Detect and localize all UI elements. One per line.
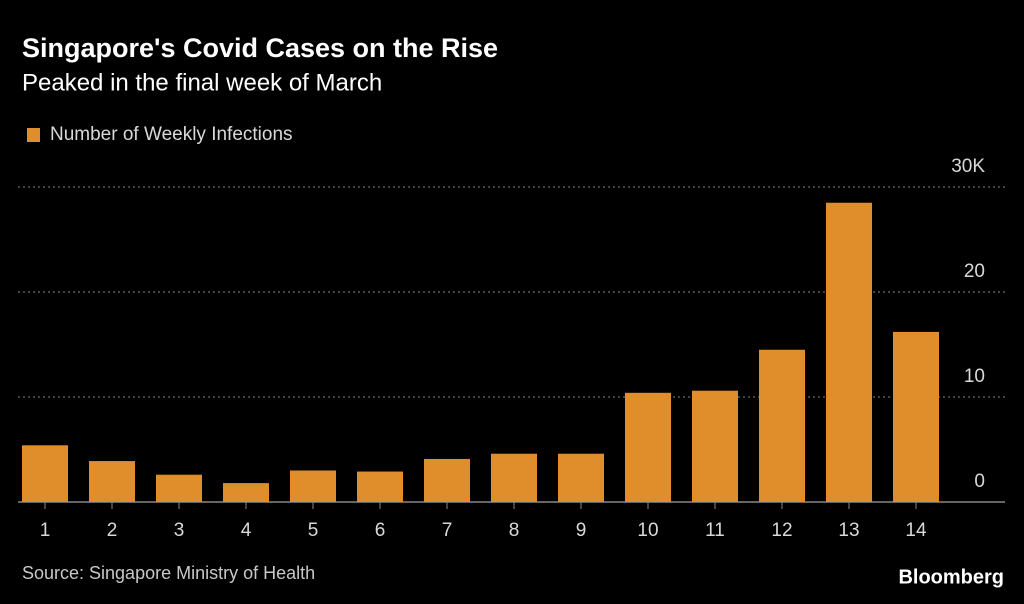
x-tick-label: 9 xyxy=(576,520,587,541)
bar xyxy=(424,458,470,502)
legend-label: Number of Weekly Infections xyxy=(50,124,293,145)
x-tick-label: 2 xyxy=(107,520,118,541)
x-tick-label: 6 xyxy=(375,520,386,541)
source: Source: Singapore Ministry of Health xyxy=(22,563,315,583)
x-tick-label: 3 xyxy=(174,520,185,541)
x-tick-label: 4 xyxy=(241,520,252,541)
y-tick-label: 30K xyxy=(951,156,985,177)
chart-subtitle: Peaked in the final week of March xyxy=(22,69,382,96)
bar xyxy=(22,445,68,502)
bar xyxy=(156,474,202,502)
bar xyxy=(357,471,403,502)
y-tick-label: 10 xyxy=(964,366,985,387)
bar xyxy=(290,470,336,502)
bar xyxy=(826,202,872,502)
chart-title: Singapore's Covid Cases on the Rise xyxy=(22,33,498,63)
x-tick-label: 1 xyxy=(40,520,51,541)
brand: Bloomberg xyxy=(898,566,1004,588)
x-tick-label: 11 xyxy=(705,520,725,541)
x-tick-label: 13 xyxy=(838,520,859,541)
legend-swatch xyxy=(27,128,40,142)
bar xyxy=(625,392,671,502)
x-tick-label: 5 xyxy=(308,520,319,541)
x-tick-label: 10 xyxy=(637,520,658,541)
bar xyxy=(893,331,939,502)
x-tick-label: 8 xyxy=(509,520,520,541)
bar xyxy=(692,390,738,502)
x-tick-label: 14 xyxy=(905,520,927,541)
y-tick-label: 0 xyxy=(974,471,985,492)
bar xyxy=(223,483,269,502)
y-tick-label: 20 xyxy=(964,261,985,282)
bar xyxy=(759,349,805,502)
x-tick-label: 12 xyxy=(771,520,792,541)
bar xyxy=(558,453,604,502)
x-tick-label: 7 xyxy=(442,520,453,541)
bar xyxy=(491,453,537,502)
bar xyxy=(89,461,135,502)
